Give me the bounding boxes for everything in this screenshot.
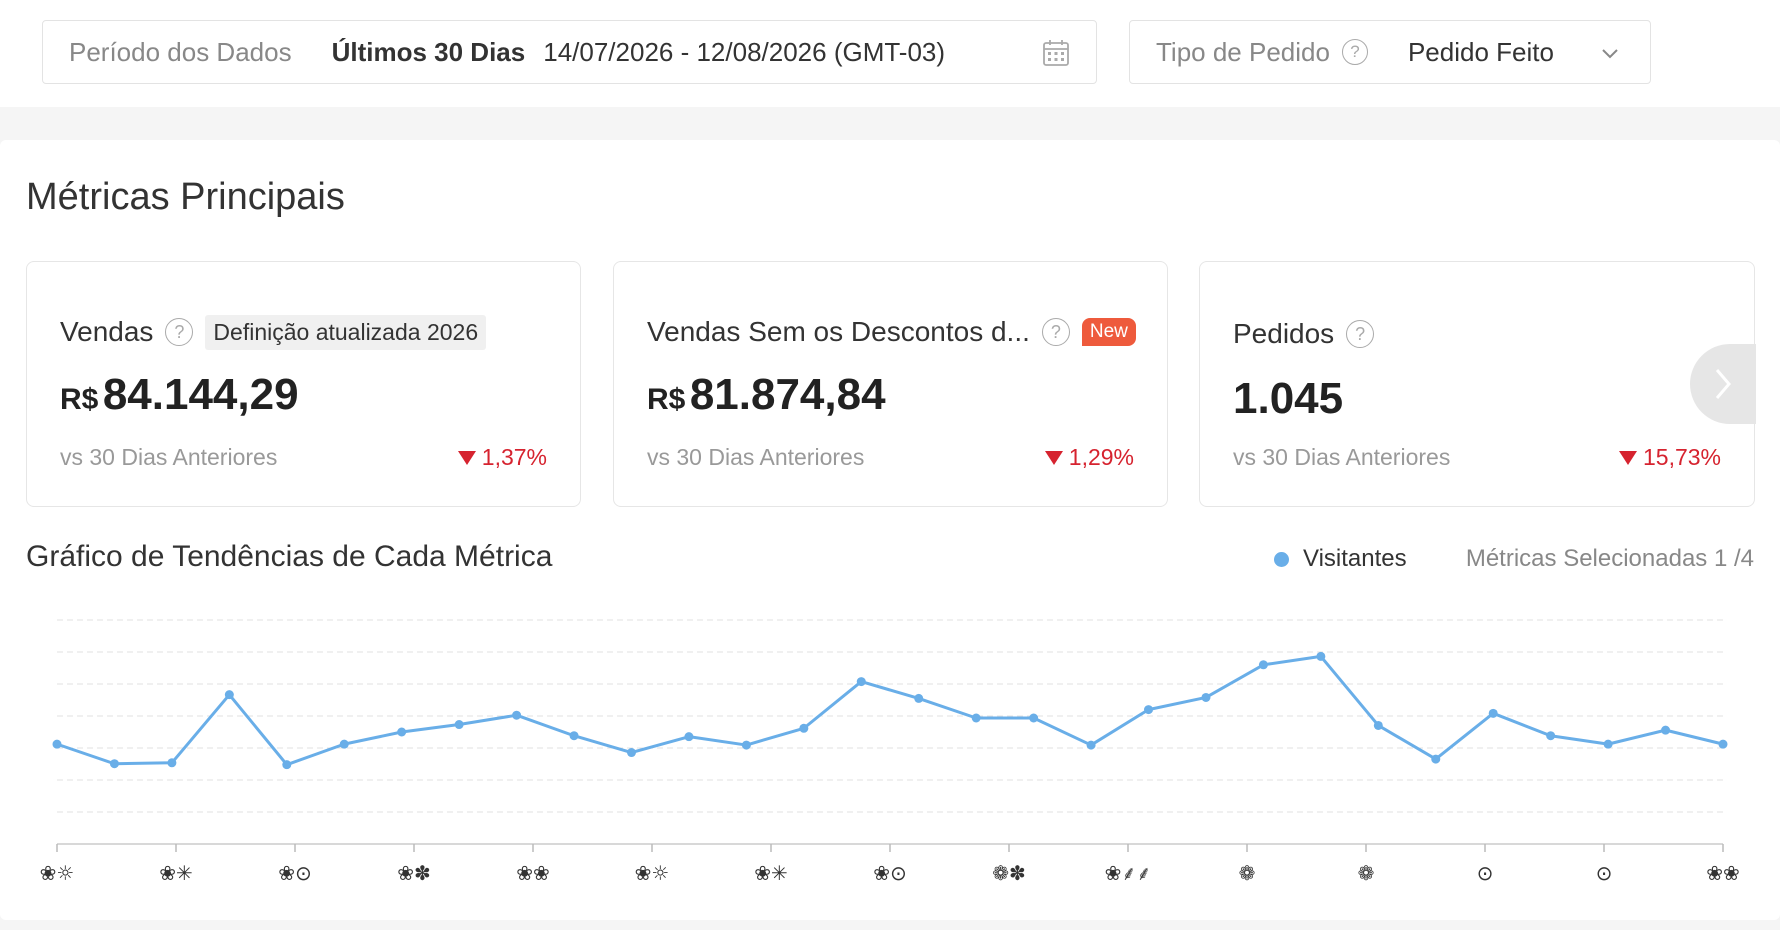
metric-title: Vendas (60, 316, 154, 347)
down-triangle-icon (1618, 450, 1637, 465)
metric-value: R$ 84.144,29 (60, 370, 299, 420)
x-tick-label: ❀☼ (635, 861, 670, 885)
calendar-icon[interactable] (1042, 39, 1070, 67)
data-point (167, 758, 177, 768)
data-point (914, 693, 924, 703)
x-tick-label: ❀☼ (40, 861, 75, 885)
x-tick-label: ❀⊙ (278, 861, 312, 885)
x-tick-label: ⊙ (1596, 861, 1613, 885)
data-point (1546, 731, 1556, 741)
order-type-label: Tipo de Pedido (1156, 36, 1330, 67)
data-point (397, 727, 407, 737)
data-point (282, 760, 292, 770)
help-icon[interactable]: ? (1346, 320, 1375, 348)
date-period-filter[interactable]: Período dos Dados Últimos 30 Dias 14/07/… (42, 20, 1097, 84)
legend-label: Visitantes (1303, 545, 1407, 572)
data-point (339, 739, 349, 749)
filter-bar: Período dos Dados Últimos 30 Dias 14/07/… (0, 0, 1780, 107)
period-label: Período dos Dados (69, 36, 292, 67)
data-point (512, 710, 522, 720)
delta-badge: 1,29% (1044, 444, 1134, 471)
down-triangle-icon (1044, 450, 1063, 465)
order-type-filter[interactable]: Tipo de Pedido ? Pedido Feito (1129, 20, 1651, 84)
compare-label: vs 30 Dias Anteriores (1233, 444, 1451, 470)
data-point (1316, 651, 1326, 661)
next-cards-button[interactable] (1690, 344, 1756, 424)
x-tick-label: ❁✽ (992, 861, 1026, 885)
chart-legend[interactable]: Visitantes (1274, 545, 1407, 573)
delta-badge: 15,73% (1618, 444, 1721, 471)
chevron-down-icon[interactable] (1600, 43, 1620, 63)
data-point (1029, 713, 1039, 723)
period-value: Últimos 30 Dias (331, 36, 526, 67)
data-point (1603, 739, 1613, 749)
x-tick-label: ❁ (1358, 861, 1375, 885)
x-tick-label: ❀⸙⸙ (1105, 861, 1152, 885)
metric-title: Pedidos (1233, 318, 1335, 349)
help-icon[interactable]: ? (1041, 318, 1070, 346)
delta-value: 1,29% (1068, 444, 1134, 470)
x-tick-label: ❀✽ (397, 861, 431, 885)
data-point (1718, 739, 1728, 749)
data-point (799, 723, 809, 733)
delta-value: 15,73% (1642, 444, 1721, 470)
data-point (741, 740, 751, 750)
data-point (1144, 705, 1154, 715)
data-point (52, 739, 62, 749)
x-tick-label: ⊙ (1477, 861, 1494, 885)
x-tick-label: ❀⊙ (873, 861, 907, 885)
data-point (684, 732, 694, 742)
metric-number: 1.045 (1233, 374, 1344, 423)
metric-card-sales[interactable]: Vendas ? Definição atualizada 2026 R$ 84… (26, 261, 581, 507)
data-point (971, 713, 981, 723)
metric-value: R$ 81.874,84 (647, 370, 886, 420)
compare-label: vs 30 Dias Anteriores (60, 444, 278, 470)
data-point (569, 731, 579, 741)
x-tick-label: ❀✳ (754, 861, 788, 885)
compare-label: vs 30 Dias Anteriores (647, 444, 865, 470)
metric-number: 84.144,29 (102, 370, 299, 419)
new-badge: New (1081, 318, 1136, 346)
period-range: 14/07/2026 - 12/08/2026 (GMT-03) (543, 36, 946, 67)
selected-metrics-count[interactable]: Métricas Selecionadas 1 /4 (1465, 545, 1754, 572)
data-point (1086, 740, 1096, 750)
x-tick-label: ❀✳ (159, 861, 193, 885)
help-icon[interactable]: ? (1341, 39, 1368, 65)
legend-dot (1274, 551, 1289, 567)
data-point (856, 677, 866, 687)
series-line (56, 654, 1724, 767)
metric-title: Vendas Sem os Descontos d... (647, 316, 1030, 347)
data-point (1258, 660, 1268, 670)
metric-card-sales-no-discount[interactable]: Vendas Sem os Descontos d... ? New R$ 81… (613, 261, 1168, 507)
data-point (1373, 720, 1383, 730)
order-type-value: Pedido Feito (1407, 36, 1554, 67)
trend-chart-title: Gráfico de Tendências de Cada Métrica (26, 540, 553, 573)
delta-value: 1,37% (481, 444, 547, 470)
delta-badge: 1,37% (457, 444, 547, 471)
x-tick-label: ❁ (1239, 861, 1256, 885)
data-point (224, 690, 234, 700)
chevron-right-icon (1715, 369, 1731, 399)
data-point (1661, 725, 1671, 735)
metric-value: 1.045 (1233, 374, 1343, 424)
currency-symbol: R$ (60, 383, 99, 416)
section-title: Métricas Principais (26, 176, 345, 218)
metric-number: 81.874,84 (689, 370, 886, 419)
data-point (1431, 754, 1441, 764)
x-tick-label: ❀❀ (1706, 861, 1740, 885)
help-icon[interactable]: ? (165, 318, 194, 346)
data-point (1488, 708, 1498, 718)
key-metrics-panel: Métricas Principais Vendas ? Definição a… (0, 140, 1780, 920)
metric-card-orders[interactable]: Pedidos ? 1.045 vs 30 Dias Anteriores 15… (1199, 261, 1755, 507)
data-point (626, 748, 636, 758)
data-point (109, 759, 119, 769)
down-triangle-icon (457, 450, 476, 465)
currency-symbol: R$ (647, 383, 686, 416)
definition-tag: Definição atualizada 2026 (205, 314, 487, 350)
data-point (1201, 692, 1211, 702)
data-point (454, 720, 464, 730)
x-tick-label: ❀❀ (516, 861, 550, 885)
trend-line-chart: ❀☼ ❀✳ ❀⊙ ❀✽ ❀❀ ❀☼ ❀✳ ❀⊙ ❁✽ ❀⸙⸙ ❁ ❁ ⊙ ⊙ ❀❀ (40, 619, 1740, 885)
